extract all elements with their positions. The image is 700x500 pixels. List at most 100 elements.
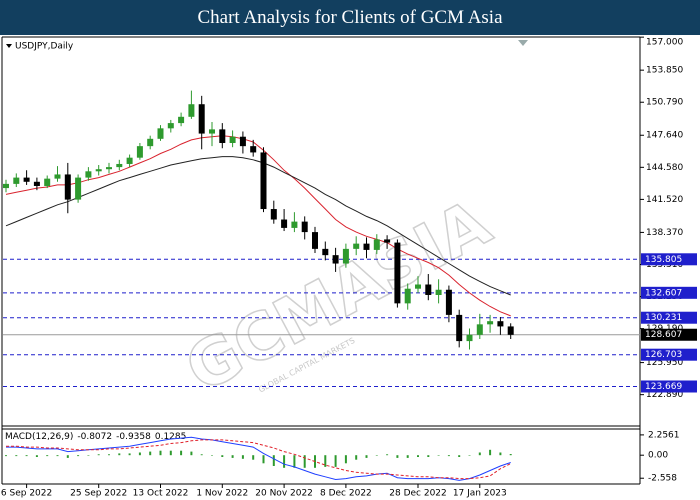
symbol-label: USDJPY,Daily: [15, 42, 74, 52]
histogram-bar: [417, 455, 419, 457]
histogram-bar: [211, 455, 213, 456]
histogram-bar: [324, 455, 327, 467]
histogram-bar: [447, 455, 450, 457]
x-tick-label: 20 Nov 2022: [255, 489, 313, 499]
candle-body: [13, 177, 20, 184]
histogram-bar: [427, 455, 430, 457]
histogram-bar: [46, 455, 49, 457]
candle-body: [3, 183, 9, 189]
histogram-bar: [87, 455, 90, 456]
candle-body: [270, 209, 277, 220]
histogram-bar: [5, 455, 7, 457]
histogram-bar: [35, 455, 38, 457]
candle-body: [85, 171, 92, 178]
candle-body: [239, 136, 246, 147]
histogram-bar: [406, 455, 409, 458]
candle-body: [384, 239, 391, 243]
candle-body: [75, 177, 82, 200]
candle-body: [106, 167, 112, 170]
title-bar: Chart Analysis for Clients of GCM Asia: [0, 0, 700, 35]
y-tick-label: 153.850: [646, 66, 683, 76]
candle-body: [497, 321, 504, 327]
histogram-bar: [66, 455, 69, 458]
histogram-bar: [458, 455, 461, 457]
moving-average: [5, 156, 511, 296]
candle-body: [229, 136, 236, 144]
histogram-bar: [489, 449, 492, 456]
histogram-bar: [149, 451, 152, 456]
candle-body: [322, 248, 329, 256]
histogram-bar: [241, 455, 244, 459]
y-tick-label: 2.2561: [648, 430, 680, 440]
histogram-bar: [437, 455, 440, 456]
histogram-bar: [396, 455, 399, 458]
y-tick-label: 141.520: [646, 195, 683, 205]
macd-value: -0.8072: [77, 432, 112, 442]
candle-body: [260, 152, 267, 210]
level-label: 123.669: [645, 382, 682, 392]
candle-body: [507, 326, 514, 335]
candle-body: [64, 174, 71, 200]
histogram-bar: [272, 455, 275, 466]
candle-body: [33, 181, 40, 186]
candle-body: [445, 289, 452, 315]
candle-body: [44, 178, 51, 186]
level-label: 130.231: [645, 313, 682, 323]
histogram-bar: [200, 454, 203, 456]
moving-average: [5, 135, 511, 317]
level-label-box: [641, 348, 697, 361]
current-price-box: [641, 328, 697, 341]
y-tick-label: 0.00: [648, 451, 668, 461]
histogram-bar: [25, 455, 28, 457]
candle-body: [219, 129, 226, 144]
candle-body: [209, 129, 215, 134]
histogram-bar: [159, 450, 162, 456]
candle-body: [425, 284, 432, 295]
candle-body: [456, 314, 463, 342]
candle-body: [312, 232, 318, 249]
candle-body: [404, 288, 411, 304]
candle-body: [95, 169, 102, 172]
histogram-bar: [262, 455, 265, 464]
y-tick-label: 150.790: [646, 98, 683, 108]
y-tick-label: 157.000: [646, 38, 683, 48]
candle-body: [136, 146, 143, 158]
candle-body: [301, 221, 308, 233]
histogram-bar: [180, 450, 183, 456]
candle-body: [291, 221, 298, 228]
histogram-value: 0.1285: [155, 432, 187, 442]
level-label: 126.703: [645, 350, 682, 360]
y-tick-label: 125.950: [646, 358, 683, 368]
background: [1, 37, 698, 497]
level-label-box: [641, 253, 697, 266]
level-label-box: [641, 380, 697, 393]
histogram-bar: [478, 452, 481, 456]
histogram-bar: [375, 455, 378, 456]
level-label-box: [641, 286, 697, 299]
macd-label: MACD(12,26,9): [5, 432, 73, 442]
histogram-bar: [128, 453, 131, 456]
histogram-bar: [77, 455, 80, 457]
y-tick-label: 147.640: [646, 131, 683, 141]
symbol-marker: [6, 44, 12, 48]
candle-body: [363, 243, 370, 250]
candle-body: [178, 116, 185, 124]
level-label: 132.607: [645, 288, 682, 298]
y-tick-label: 144.580: [646, 163, 683, 173]
histogram-bar: [15, 455, 18, 457]
histogram-bar: [231, 455, 234, 458]
candle-body: [281, 219, 288, 228]
candle-body: [167, 123, 174, 129]
candle-body: [147, 138, 154, 147]
candle-body: [476, 324, 483, 335]
y-tick-label: 138.370: [646, 228, 683, 238]
candle-body: [250, 146, 257, 153]
x-tick-label: 25 Sep 2022: [70, 489, 127, 499]
histogram-bar: [344, 455, 347, 464]
candle-body: [466, 334, 473, 342]
candle-body: [487, 321, 494, 325]
histogram-bar: [169, 450, 172, 456]
candle-body: [332, 255, 339, 264]
